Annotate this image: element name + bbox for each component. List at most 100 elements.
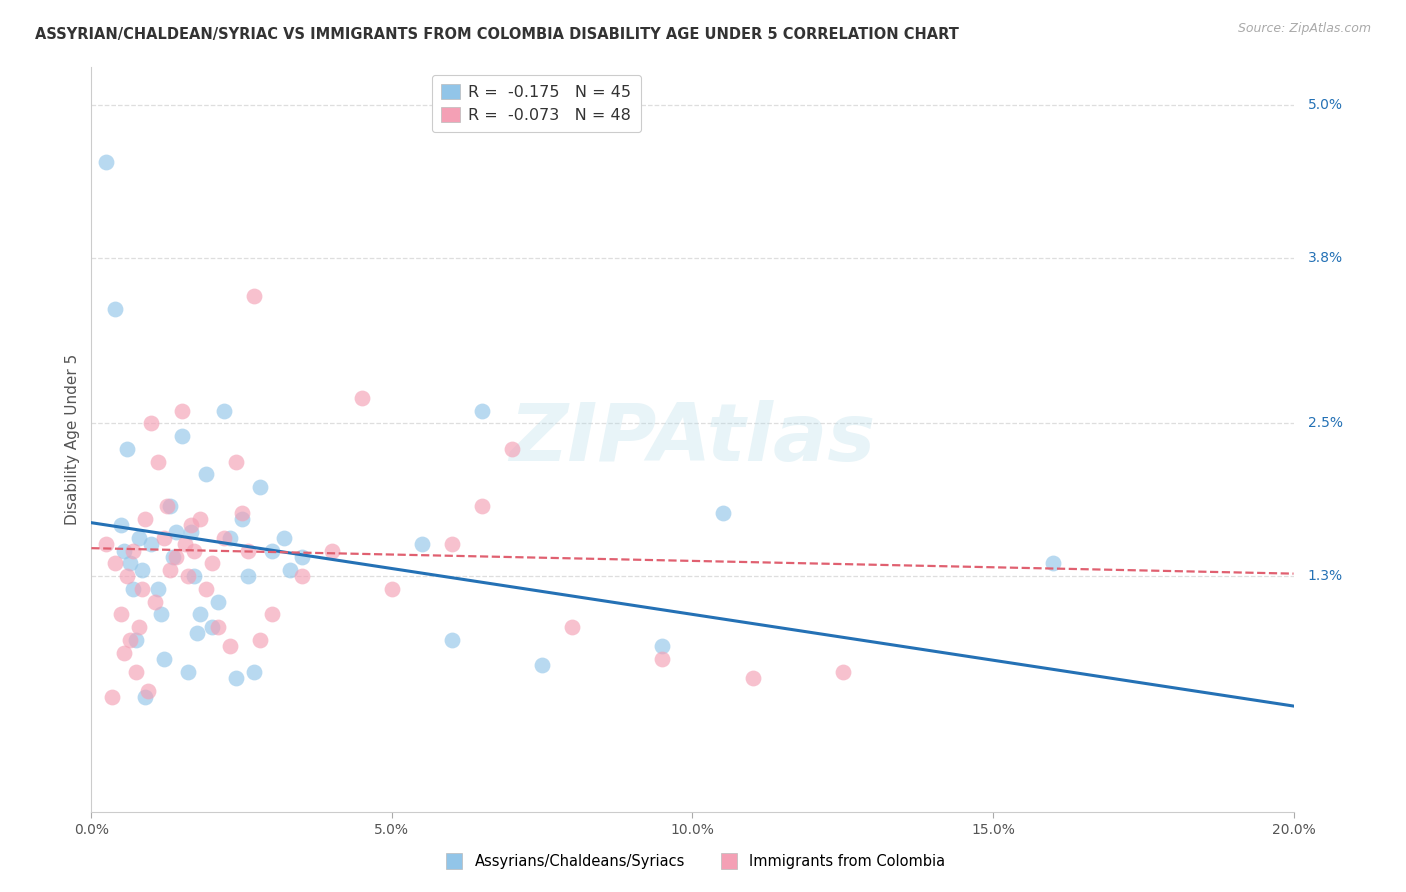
Point xyxy=(165,550,187,565)
Point xyxy=(273,531,295,545)
Point xyxy=(128,531,150,545)
Point xyxy=(180,524,202,539)
Point xyxy=(122,543,145,558)
Point xyxy=(218,639,240,653)
Point xyxy=(101,690,124,705)
Point xyxy=(155,499,177,513)
Point xyxy=(201,557,224,571)
Point xyxy=(131,582,153,596)
Point xyxy=(134,690,156,705)
Point xyxy=(165,524,187,539)
Point xyxy=(141,537,163,551)
Point xyxy=(104,557,127,571)
Point xyxy=(152,531,174,545)
Point xyxy=(1042,557,1064,571)
Point xyxy=(128,620,150,634)
Point xyxy=(212,531,235,545)
Point xyxy=(291,569,314,583)
Point xyxy=(225,454,247,468)
Text: ASSYRIAN/CHALDEAN/SYRIAC VS IMMIGRANTS FROM COLOMBIA DISABILITY AGE UNDER 5 CORR: ASSYRIAN/CHALDEAN/SYRIAC VS IMMIGRANTS F… xyxy=(35,27,959,42)
Point xyxy=(291,550,314,565)
Point xyxy=(260,607,283,622)
Point xyxy=(741,671,763,685)
Text: 3.8%: 3.8% xyxy=(1308,251,1343,265)
Point xyxy=(125,665,148,679)
Point xyxy=(441,632,464,647)
Point xyxy=(170,403,193,417)
Point xyxy=(122,582,145,596)
Text: 5.0%: 5.0% xyxy=(1308,98,1343,112)
Point xyxy=(183,569,205,583)
Point xyxy=(117,569,139,583)
Point xyxy=(207,620,229,634)
Point xyxy=(173,537,195,551)
Point xyxy=(411,537,433,551)
Point xyxy=(180,518,202,533)
Point xyxy=(260,543,283,558)
Point xyxy=(141,417,163,431)
Point xyxy=(114,646,136,660)
Text: 1.3%: 1.3% xyxy=(1308,569,1343,583)
Point xyxy=(162,550,184,565)
Point xyxy=(146,582,169,596)
Point xyxy=(194,582,217,596)
Point xyxy=(207,594,229,608)
Point xyxy=(249,480,271,494)
Point xyxy=(143,594,166,608)
Point xyxy=(170,429,193,443)
Point xyxy=(96,155,118,169)
Point xyxy=(131,563,153,577)
Point xyxy=(471,499,494,513)
Point xyxy=(225,671,247,685)
Point xyxy=(138,683,160,698)
Point xyxy=(242,665,264,679)
Point xyxy=(231,506,253,520)
Point xyxy=(501,442,523,456)
Point xyxy=(188,512,211,526)
Point xyxy=(186,626,208,640)
Point xyxy=(350,391,373,405)
Point xyxy=(711,506,734,520)
Point xyxy=(242,289,264,303)
Point xyxy=(159,563,181,577)
Point xyxy=(110,607,132,622)
Point xyxy=(152,652,174,666)
Point xyxy=(188,607,211,622)
Point xyxy=(159,499,181,513)
Text: ZIPAtlas: ZIPAtlas xyxy=(509,401,876,478)
Point xyxy=(381,582,404,596)
Point xyxy=(561,620,583,634)
Point xyxy=(278,563,301,577)
Point xyxy=(321,543,343,558)
Point xyxy=(231,512,253,526)
Point xyxy=(651,639,673,653)
Point xyxy=(146,454,169,468)
Point xyxy=(441,537,464,551)
Point xyxy=(120,557,142,571)
Point xyxy=(194,467,217,482)
Point xyxy=(201,620,224,634)
Point xyxy=(134,512,156,526)
Point xyxy=(110,518,132,533)
Point xyxy=(96,537,118,551)
Text: 2.5%: 2.5% xyxy=(1308,417,1343,431)
Y-axis label: Disability Age Under 5: Disability Age Under 5 xyxy=(65,354,80,524)
Point xyxy=(104,301,127,316)
Point xyxy=(236,543,259,558)
Point xyxy=(831,665,853,679)
Legend: Assyrians/Chaldeans/Syriacs, Immigrants from Colombia: Assyrians/Chaldeans/Syriacs, Immigrants … xyxy=(434,848,950,875)
Point xyxy=(218,531,240,545)
Point xyxy=(120,632,142,647)
Point xyxy=(471,403,494,417)
Point xyxy=(249,632,271,647)
Point xyxy=(125,632,148,647)
Point xyxy=(531,658,554,673)
Point xyxy=(176,665,198,679)
Point xyxy=(149,607,172,622)
Point xyxy=(117,442,139,456)
Point xyxy=(212,403,235,417)
Point xyxy=(114,543,136,558)
Point xyxy=(236,569,259,583)
Point xyxy=(176,569,198,583)
Point xyxy=(651,652,673,666)
